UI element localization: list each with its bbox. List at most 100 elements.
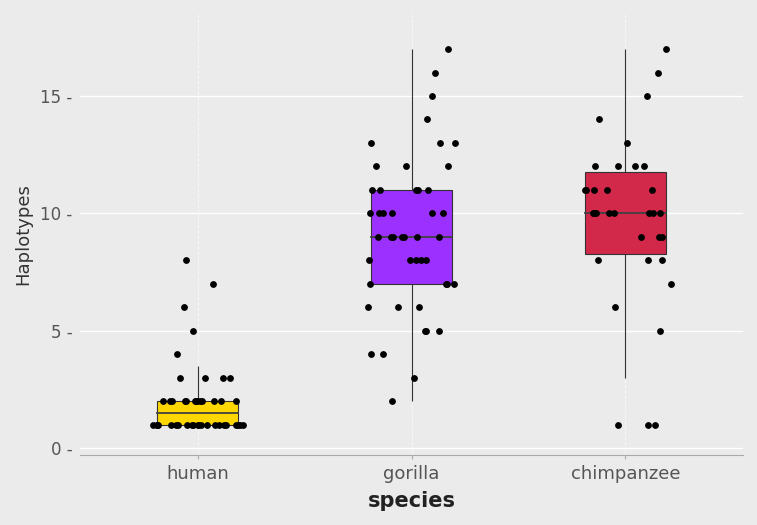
Point — [187, 421, 199, 429]
Point — [433, 233, 445, 241]
Point — [654, 209, 666, 217]
X-axis label: species: species — [368, 491, 456, 511]
Point — [170, 350, 182, 359]
Point — [426, 92, 438, 100]
Point — [398, 233, 410, 241]
Point — [421, 116, 433, 124]
Point — [152, 421, 164, 429]
Point — [365, 139, 377, 147]
Point — [377, 209, 389, 217]
Point — [178, 303, 190, 311]
Point — [385, 233, 397, 241]
Point — [422, 186, 435, 194]
Y-axis label: Haplotypes: Haplotypes — [14, 184, 32, 286]
Point — [649, 421, 661, 429]
Point — [213, 421, 225, 429]
Point — [442, 45, 454, 54]
Point — [593, 116, 606, 124]
Point — [656, 233, 668, 241]
Point — [201, 421, 213, 429]
Point — [396, 233, 408, 241]
Point — [230, 397, 242, 405]
Point — [151, 421, 163, 429]
Point — [165, 421, 177, 429]
Point — [415, 256, 427, 265]
Point — [646, 186, 658, 194]
Point — [590, 162, 602, 171]
Point — [609, 303, 621, 311]
Point — [603, 209, 615, 217]
Point — [207, 279, 219, 288]
Point — [192, 421, 204, 429]
Point — [413, 303, 425, 311]
Point — [629, 162, 641, 171]
Point — [362, 303, 374, 311]
Point — [387, 233, 399, 241]
Point — [372, 209, 385, 217]
Point — [208, 421, 220, 429]
Point — [179, 397, 192, 405]
Point — [587, 209, 599, 217]
Point — [579, 186, 591, 194]
Point — [188, 397, 201, 405]
Point — [410, 256, 422, 265]
Point — [230, 421, 242, 429]
Point — [410, 186, 422, 194]
Point — [172, 421, 184, 429]
Point — [170, 421, 182, 429]
Point — [449, 139, 461, 147]
Point — [590, 209, 602, 217]
Point — [372, 233, 384, 241]
Point — [191, 397, 203, 405]
Point — [223, 373, 235, 382]
Point — [612, 421, 625, 429]
Point — [234, 421, 246, 429]
Point — [612, 162, 624, 171]
Point — [363, 209, 375, 217]
Point — [426, 209, 438, 217]
Point — [432, 327, 444, 335]
Point — [220, 421, 232, 429]
Point — [420, 327, 432, 335]
Point — [376, 350, 388, 359]
Point — [157, 397, 170, 405]
Point — [428, 68, 441, 77]
Point — [198, 373, 210, 382]
Point — [164, 397, 176, 405]
Point — [411, 233, 423, 241]
Point — [386, 397, 398, 405]
Point — [412, 186, 424, 194]
Point — [607, 209, 619, 217]
Point — [147, 421, 159, 429]
Point — [232, 421, 245, 429]
Point — [386, 209, 398, 217]
Point — [207, 397, 220, 405]
Point — [404, 256, 416, 265]
Point — [196, 397, 208, 405]
Point — [442, 162, 454, 171]
Point — [635, 233, 647, 241]
Point — [638, 162, 650, 171]
Point — [654, 327, 666, 335]
Point — [419, 327, 431, 335]
Point — [151, 421, 164, 429]
Point — [180, 421, 192, 429]
Point — [665, 279, 677, 288]
Point — [187, 327, 199, 335]
Point — [186, 421, 198, 429]
Point — [365, 350, 377, 359]
Point — [179, 256, 192, 265]
Point — [366, 186, 378, 194]
Point — [437, 209, 449, 217]
Bar — [157, 401, 238, 425]
Point — [363, 256, 375, 265]
Point — [440, 279, 452, 288]
Point — [189, 397, 201, 405]
Point — [447, 279, 459, 288]
Point — [237, 421, 249, 429]
Point — [179, 397, 192, 405]
Point — [217, 373, 229, 382]
Bar — [585, 172, 666, 255]
Point — [192, 421, 204, 429]
Point — [647, 209, 659, 217]
